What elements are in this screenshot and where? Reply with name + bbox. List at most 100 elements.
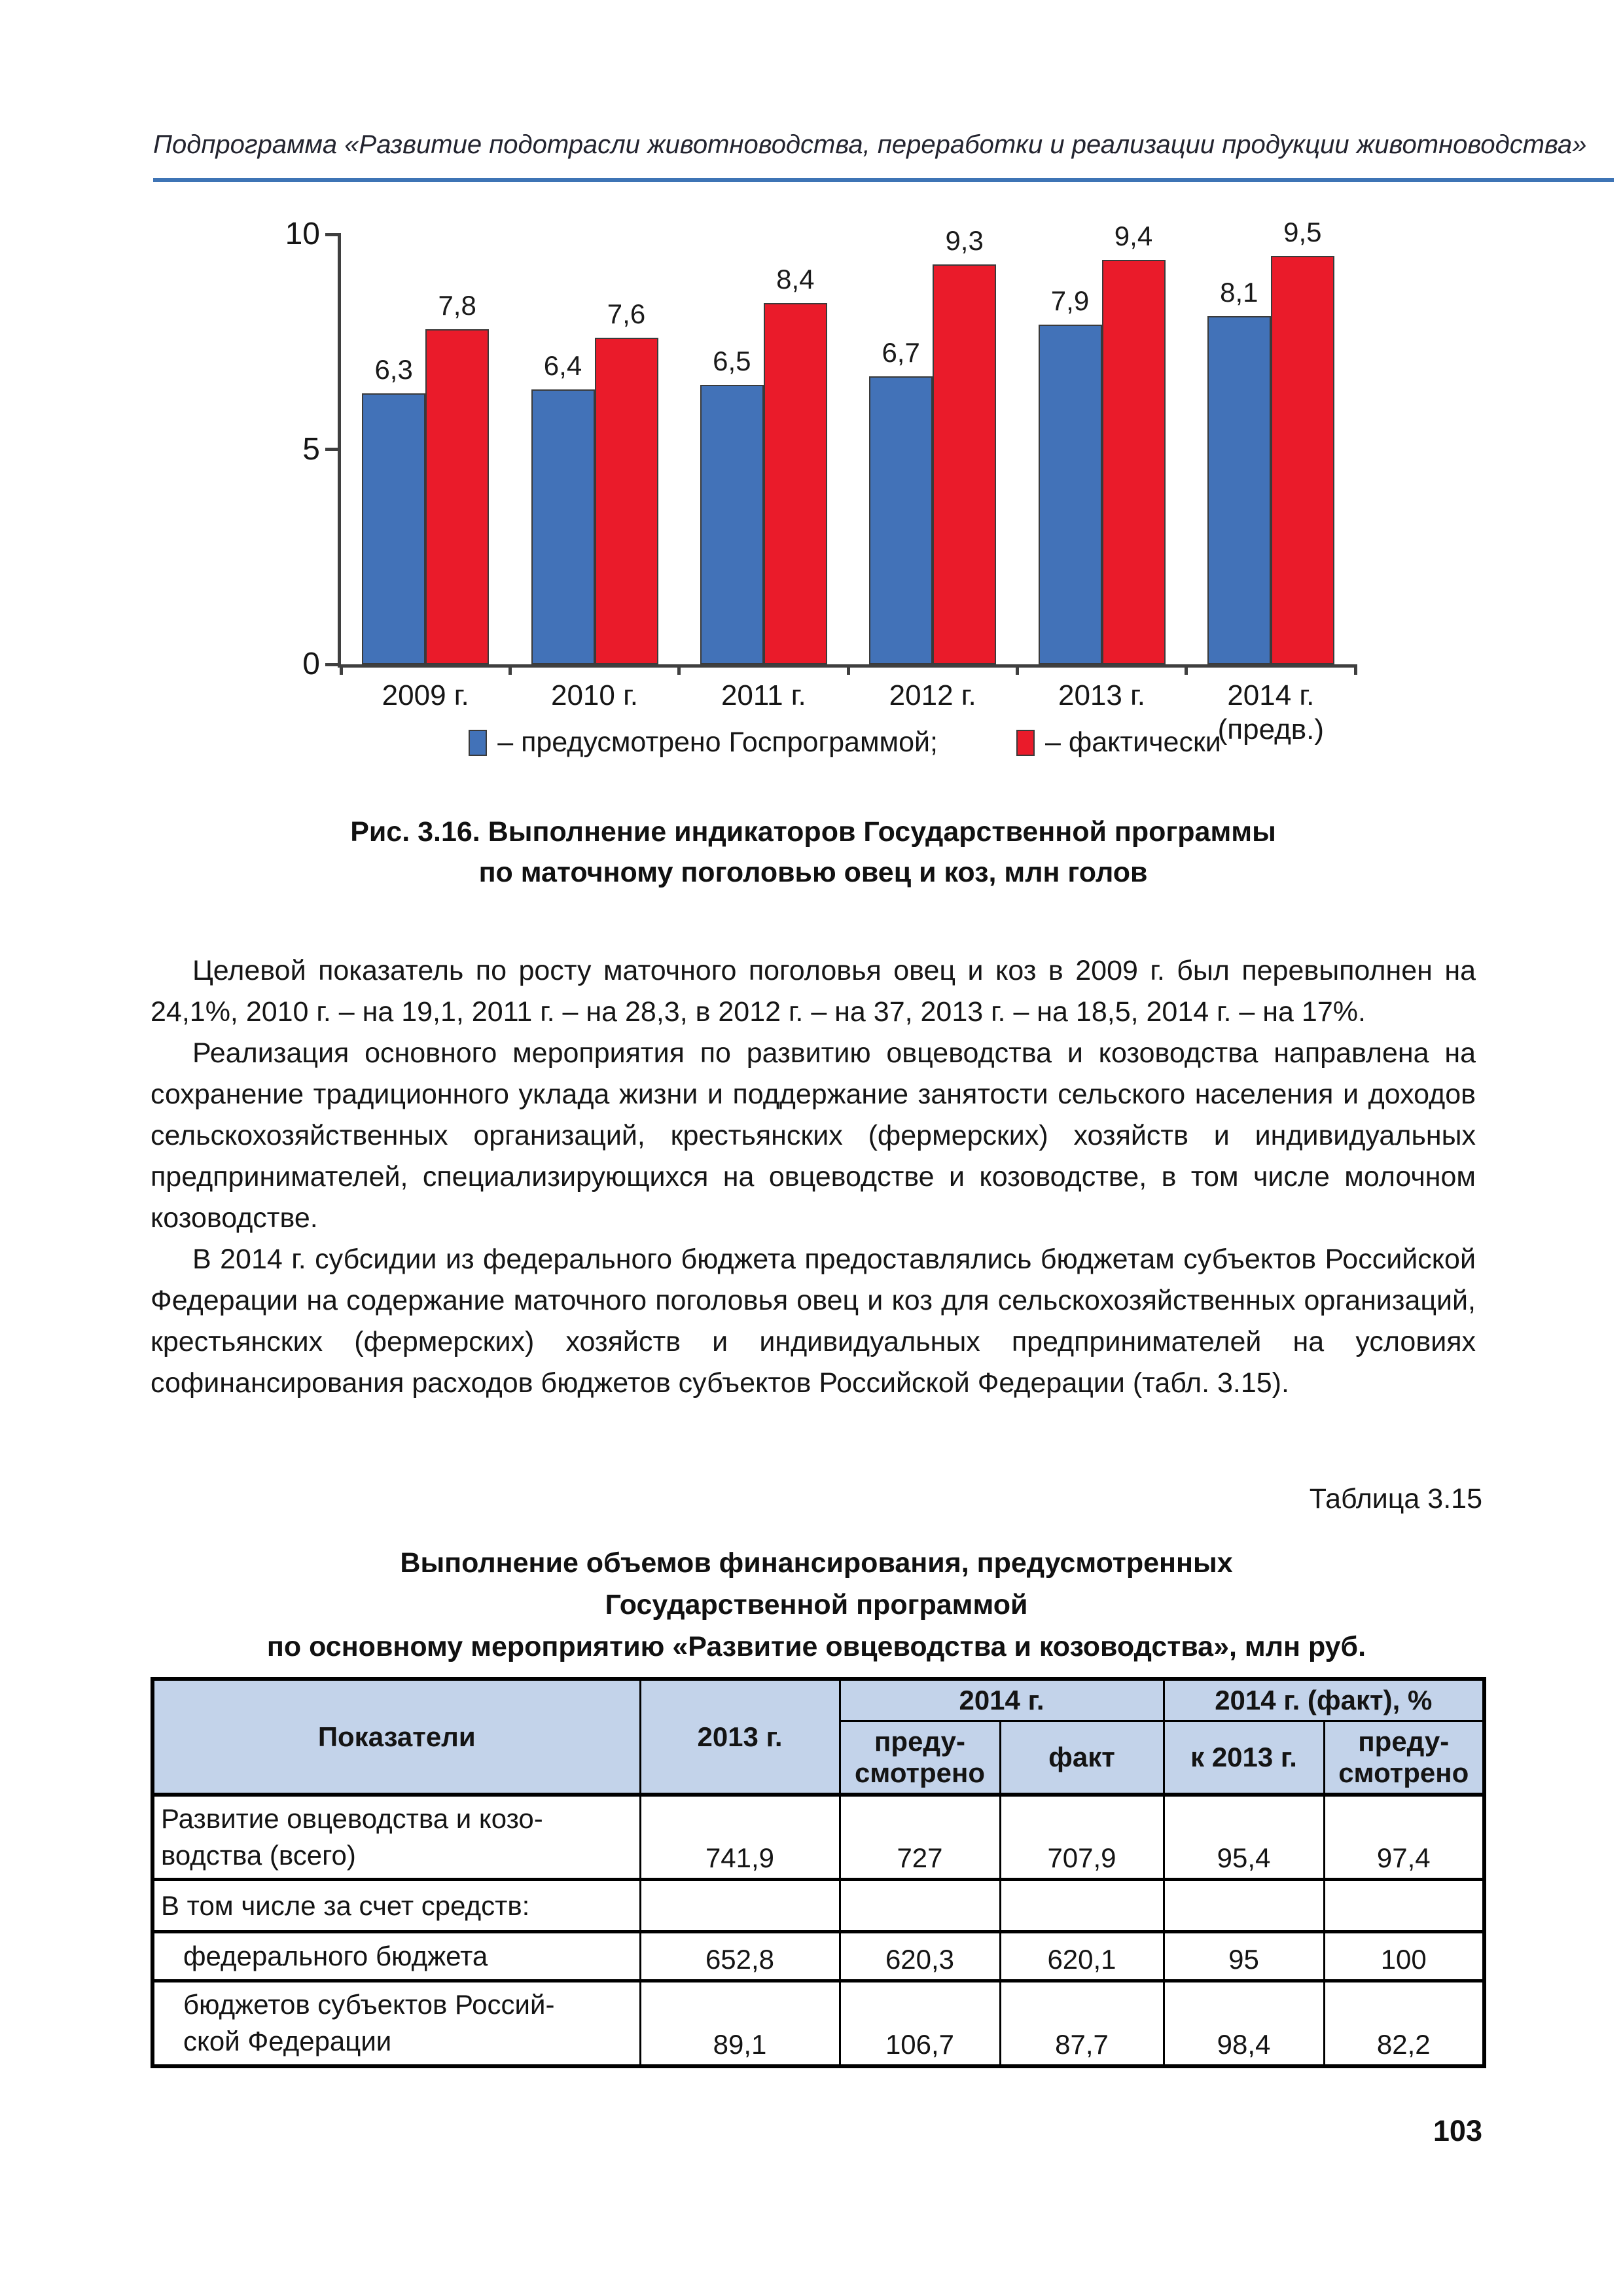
plot-area: 0 5 10 6,3 6,4 6,5 6,7 7,9 8,1 7,8 7,6 8,4 9,3 9,4 9,5… — [285, 217, 1357, 745]
header-to-2013: к 2013 г. — [1162, 1720, 1325, 1797]
figure-caption-line2: по маточному поголовью овец и коз, млн г… — [478, 857, 1148, 888]
bar-value-label: 9,4 — [1114, 221, 1153, 252]
y-tick-label: 10 — [285, 217, 320, 251]
row-value: 741,9 — [639, 1793, 841, 1880]
chart-legend: – предусмотрено Госпрограммой; – фактичес… — [338, 726, 1352, 759]
row-value: 727 — [838, 1793, 1001, 1880]
row-value: 100 — [1323, 1930, 1486, 1982]
row-label: федерального бюджета — [151, 1930, 641, 1982]
header-indicators: Показатели — [151, 1677, 641, 1797]
row-value — [1162, 1878, 1325, 1933]
header-2013: 2013 г. — [639, 1677, 841, 1797]
bar-value-label: 7,6 — [607, 298, 646, 329]
bar-chart: млн голов 05106,36,46,56,77,98,17,87,68,… — [223, 217, 1400, 792]
bar-planned-2013 — [1038, 324, 1102, 664]
x-tick-mark — [1353, 664, 1357, 675]
y-tick-label: 0 — [302, 647, 320, 681]
row-value: 707,9 — [999, 1793, 1165, 1880]
legend-label: – фактически — [1044, 726, 1221, 758]
row-value: 82,2 — [1323, 1979, 1486, 2067]
table-title-line1: Выполнение объемов финансирования, преду… — [400, 1547, 1233, 1579]
table-label: Таблица 3.15 — [1309, 1483, 1482, 1515]
row-value — [999, 1878, 1165, 1933]
legend-swatch-icon — [469, 729, 488, 756]
bar-actual-2012 — [933, 264, 997, 664]
paragraph-3: В 2014 г. субсидии из федерального бюдже… — [151, 1244, 1476, 1399]
legend-label: – предусмотрено Госпрограммой; — [497, 726, 938, 758]
running-header: Подпрограмма «Развитие подотрасли животн… — [153, 130, 1587, 159]
row-value: 620,3 — [838, 1930, 1001, 1982]
x-category-label: 2009 г. — [382, 679, 469, 711]
x-category-label: 2014 г. (предв.) — [1217, 679, 1325, 745]
row-value — [639, 1878, 841, 1933]
figure-caption: Рис. 3.16. Выполнение индикаторов Госуда… — [151, 812, 1476, 893]
table-title-line3: по основному мероприятию «Развитие овцев… — [266, 1631, 1366, 1662]
table-row: В том числе за счет средств: — [151, 1878, 1486, 1933]
bar-actual-2009 — [425, 329, 490, 664]
x-tick-mark — [677, 664, 681, 675]
header-planned-pct: преду- смотрено — [1323, 1720, 1486, 1797]
header-rule — [153, 178, 1614, 182]
x-tick-mark — [339, 664, 343, 675]
row-value: 95,4 — [1162, 1793, 1325, 1880]
bar-planned-2011 — [700, 384, 764, 664]
header-planned-2014: преду- смотрено — [838, 1720, 1001, 1797]
y-tick-mark — [325, 662, 341, 666]
bar-planned-2012 — [869, 376, 933, 664]
figure-caption-line1: Рис. 3.16. Выполнение индикаторов Госуда… — [350, 816, 1276, 848]
x-tick-mark — [1015, 664, 1019, 675]
table-title-line2: Государственной программой — [605, 1589, 1028, 1621]
x-category-label: 2012 г. — [889, 679, 976, 711]
header-group-2014: 2014 г. — [838, 1677, 1165, 1722]
row-label: бюджетов субъектов Россий- ской Федераци… — [151, 1979, 641, 2067]
page-number: 103 — [1433, 2114, 1482, 2147]
row-value: 106,7 — [838, 1979, 1001, 2067]
row-value — [1323, 1878, 1486, 1933]
row-value: 652,8 — [639, 1930, 841, 1982]
row-value: 97,4 — [1323, 1793, 1486, 1880]
y-tick-label: 5 — [302, 431, 320, 467]
bar-value-label: 6,5 — [713, 345, 751, 376]
row-value — [838, 1878, 1001, 1933]
bar-value-label: 9,5 — [1283, 216, 1322, 247]
bar-actual-2010 — [594, 337, 658, 664]
row-value: 95 — [1162, 1930, 1325, 1982]
finance-table: Показатели 2013 г. 2014 г. 2014 г. (факт… — [151, 1677, 1486, 2068]
y-tick-mark — [325, 448, 341, 451]
bar-value-label: 8,1 — [1220, 276, 1258, 308]
bar-planned-2010 — [531, 389, 595, 664]
row-value: 620,1 — [999, 1930, 1165, 1982]
row-label: В том числе за счет средств: — [151, 1878, 641, 1933]
header-fact-2014: факт — [999, 1720, 1165, 1797]
row-value: 87,7 — [999, 1979, 1165, 2067]
bar-actual-2014 — [1270, 255, 1334, 664]
y-tick-mark — [325, 232, 341, 236]
bar-value-label: 7,9 — [1050, 285, 1090, 316]
table-row: федерального бюджета 652,8 620,3 620,1 95 100 — [151, 1930, 1486, 1982]
x-tick-mark — [846, 664, 850, 675]
bar-value-label: 7,8 — [438, 289, 476, 321]
bar-planned-2014 — [1207, 315, 1271, 664]
row-label: Развитие овцеводства и козо- водства (вс… — [151, 1793, 641, 1880]
x-category-label: 2011 г. — [721, 679, 806, 711]
header-group-2014-fact: 2014 г. (факт), % — [1162, 1677, 1486, 1722]
legend-item-planned: – предусмотрено Госпрограммой; — [469, 726, 938, 759]
row-value: 98,4 — [1162, 1979, 1325, 2067]
legend-swatch-icon — [1016, 729, 1035, 756]
x-category-label: 2010 г. — [550, 679, 638, 711]
bar-value-label: 9,3 — [945, 225, 984, 256]
bar-value-label: 8,4 — [776, 264, 815, 295]
legend-item-actual: – фактически — [1016, 726, 1221, 759]
bar-value-label: 6,4 — [543, 350, 582, 381]
row-value: 89,1 — [639, 1979, 841, 2067]
table-row: Развитие овцеводства и козо- водства (вс… — [151, 1793, 1486, 1880]
bar-planned-2009 — [362, 393, 426, 664]
bar-actual-2013 — [1101, 260, 1166, 664]
paragraph-2: Реализация основного мероприятия по разв… — [151, 1037, 1476, 1234]
body-text: Целевой показатель по росту маточного по… — [151, 950, 1476, 1404]
table-title: Выполнение объемов финансирования, преду… — [151, 1542, 1482, 1668]
x-tick-mark — [508, 664, 512, 675]
bar-actual-2011 — [763, 303, 827, 664]
x-category-label: 2013 г. — [1058, 679, 1145, 711]
